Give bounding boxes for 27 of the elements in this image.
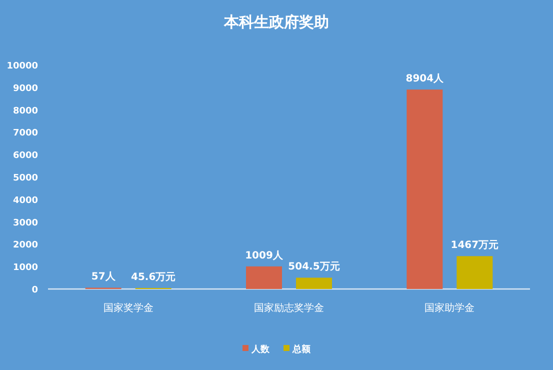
data-label: 1467万元 xyxy=(450,239,499,252)
y-tick-label: 6000 xyxy=(12,151,38,162)
x-tick-label: 国家助学金 xyxy=(424,302,475,314)
x-tick-label: 国家奖学金 xyxy=(103,302,154,314)
y-tick-label: 0 xyxy=(32,286,38,296)
data-label: 45.6万元 xyxy=(130,270,176,283)
bar xyxy=(406,90,443,289)
chart-title: 本科生政府奖助 xyxy=(223,13,329,31)
bar xyxy=(296,278,332,289)
bar xyxy=(456,256,493,289)
y-tick-label: 7000 xyxy=(12,128,38,139)
data-label: 57人 xyxy=(91,270,116,283)
legend-label: 总额 xyxy=(292,344,312,355)
x-tick-label: 国家励志奖学金 xyxy=(254,302,324,314)
y-tick-label: 4000 xyxy=(12,196,38,206)
data-label: 1009人 xyxy=(245,249,284,262)
y-tick-label: 10000 xyxy=(6,62,38,72)
data-label: 8904人 xyxy=(406,72,445,85)
data-label: 504.5万元 xyxy=(288,260,340,273)
y-tick-label: 9000 xyxy=(12,84,38,94)
bar xyxy=(246,266,282,289)
y-tick-label: 3000 xyxy=(12,218,38,228)
y-tick-label: 1000 xyxy=(12,263,38,274)
legend-label: 人数 xyxy=(250,344,270,355)
y-tick-label: 2000 xyxy=(12,240,38,251)
y-tick-label: 8000 xyxy=(12,106,38,116)
y-tick-label: 5000 xyxy=(12,174,38,184)
